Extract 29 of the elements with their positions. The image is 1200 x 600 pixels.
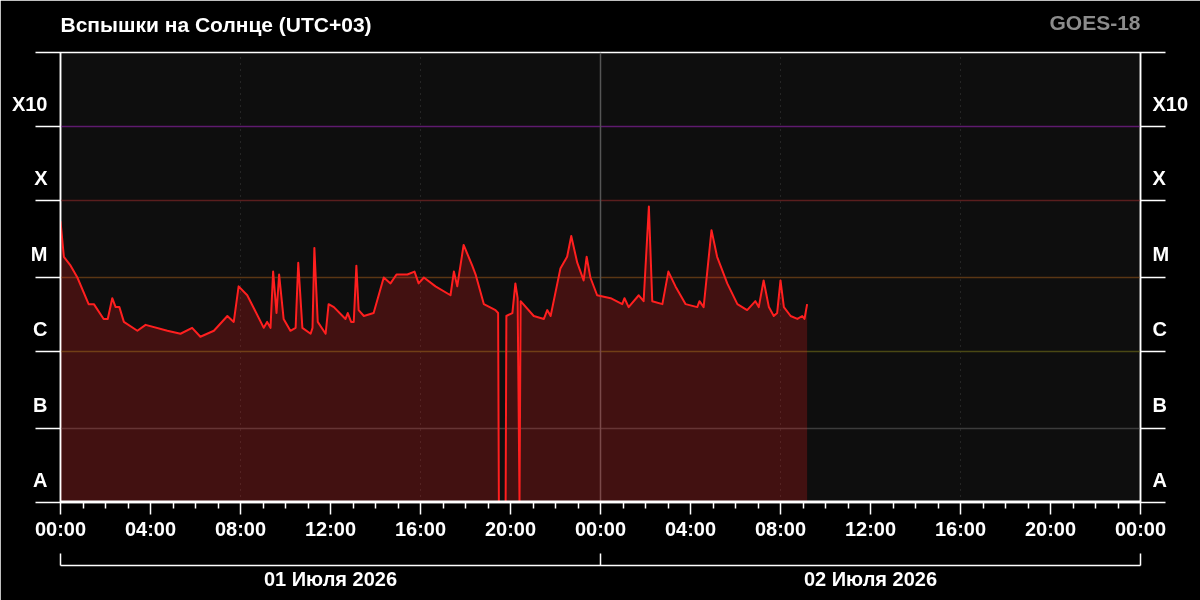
ref-line-label: X10 — [1152, 93, 1189, 116]
x-tick-label: 16:00 — [394, 517, 447, 540]
ref-line-label: C — [1152, 318, 1167, 341]
text: X10 — [11, 93, 48, 116]
ref-line-label: A — [1152, 469, 1167, 492]
x-tick-label: 00:00 — [1114, 517, 1167, 540]
x-tick-label: 08:00 — [214, 517, 267, 540]
x-tick-label: 16:00 — [934, 517, 987, 540]
ref-line-label: X — [1152, 167, 1167, 190]
text: GOES-18 — [1049, 11, 1141, 34]
x-tick-label: 00:00 — [574, 517, 627, 540]
x2-tick-label: 01 Июля 2026 — [263, 567, 398, 590]
x-tick-label: 00:00 — [34, 517, 87, 540]
x-tick-label: 12:00 — [844, 517, 897, 540]
ref-line-label: B — [1152, 394, 1167, 417]
x-tick-label: 20:00 — [484, 517, 537, 540]
text: A — [33, 469, 48, 492]
text: B — [33, 394, 48, 417]
x-tick-label: 12:00 — [304, 517, 357, 540]
x-tick-label: 04:00 — [124, 517, 177, 540]
text: X — [34, 167, 48, 190]
text: C — [33, 318, 48, 341]
x-tick-label: 04:00 — [664, 517, 717, 540]
text: M — [30, 243, 48, 266]
x-tick-label: 20:00 — [1024, 517, 1077, 540]
chart-title: Вспышки на Солнце (UTC+03) — [60, 12, 372, 36]
ref-line-label: M — [1152, 243, 1170, 266]
x-tick-label: 08:00 — [754, 517, 807, 540]
x2-tick-label: 02 Июля 2026 — [803, 567, 938, 590]
